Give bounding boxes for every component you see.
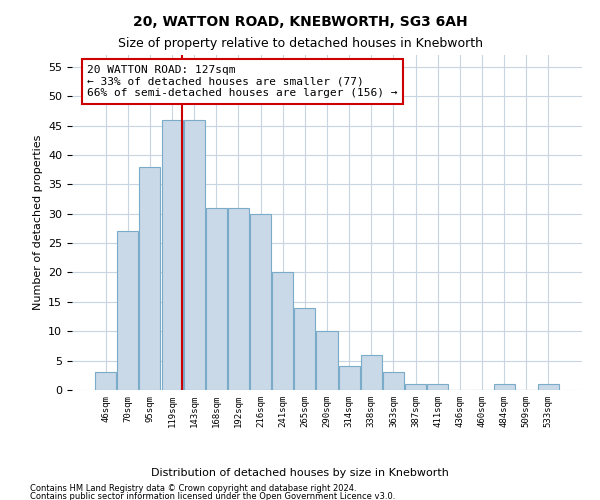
Y-axis label: Number of detached properties: Number of detached properties bbox=[32, 135, 43, 310]
Bar bbox=[383, 372, 404, 390]
Text: Contains public sector information licensed under the Open Government Licence v3: Contains public sector information licen… bbox=[30, 492, 395, 500]
Text: Contains HM Land Registry data © Crown copyright and database right 2024.: Contains HM Land Registry data © Crown c… bbox=[30, 484, 356, 493]
Bar bbox=[427, 384, 448, 390]
Bar bbox=[184, 120, 205, 390]
Bar bbox=[316, 331, 338, 390]
Text: Size of property relative to detached houses in Knebworth: Size of property relative to detached ho… bbox=[118, 38, 482, 51]
Bar bbox=[538, 384, 559, 390]
Text: 20, WATTON ROAD, KNEBWORTH, SG3 6AH: 20, WATTON ROAD, KNEBWORTH, SG3 6AH bbox=[133, 15, 467, 29]
Bar bbox=[494, 384, 515, 390]
Bar bbox=[405, 384, 426, 390]
Bar bbox=[361, 354, 382, 390]
Bar bbox=[206, 208, 227, 390]
Bar bbox=[250, 214, 271, 390]
Bar bbox=[272, 272, 293, 390]
Bar bbox=[95, 372, 116, 390]
Text: Distribution of detached houses by size in Knebworth: Distribution of detached houses by size … bbox=[151, 468, 449, 478]
Text: 20 WATTON ROAD: 127sqm
← 33% of detached houses are smaller (77)
66% of semi-det: 20 WATTON ROAD: 127sqm ← 33% of detached… bbox=[88, 65, 398, 98]
Bar bbox=[295, 308, 316, 390]
Bar bbox=[161, 120, 182, 390]
Bar bbox=[118, 232, 139, 390]
Bar bbox=[139, 166, 160, 390]
Bar bbox=[228, 208, 249, 390]
Bar bbox=[338, 366, 359, 390]
